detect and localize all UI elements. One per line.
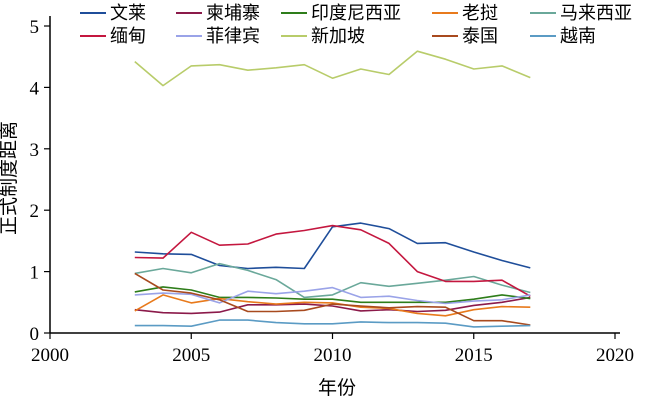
legend-label: 缅甸 (110, 26, 146, 47)
x-axis-title: 年份 (318, 377, 356, 399)
y-tick-label: 2 (30, 201, 40, 222)
x-tick-label: 2020 (596, 345, 634, 366)
series-line (134, 286, 531, 304)
y-tick-label: 5 (30, 17, 40, 38)
x-tick-label: 2000 (31, 345, 69, 366)
series-line (134, 286, 531, 305)
series-line (134, 319, 531, 328)
series-line (134, 272, 531, 326)
legend-label: 菲律宾 (206, 26, 260, 47)
x-tick-label: 2015 (455, 345, 493, 366)
legend-label: 老挝 (462, 3, 498, 24)
legend-label: 新加坡 (311, 26, 365, 47)
plot-lines (134, 50, 531, 328)
legend-label: 柬埔寨 (206, 3, 260, 24)
series-line (134, 224, 531, 297)
x-tick-label: 2010 (314, 345, 352, 366)
axes: 0 1 2 3 4 5 2000 2005 2010 2015 2020 (30, 16, 634, 366)
y-tick-label: 0 (30, 324, 40, 345)
series-line (134, 296, 531, 315)
y-tick-label: 3 (30, 140, 40, 161)
series-line (134, 294, 531, 317)
legend-label: 文莱 (110, 3, 146, 24)
legend-label: 泰国 (462, 26, 498, 47)
y-axis-title: 正式制度距离 (0, 121, 20, 235)
x-tick-label: 2005 (172, 345, 210, 366)
series-line (134, 50, 531, 87)
legend-label: 越南 (560, 26, 596, 47)
y-tick-label: 4 (30, 78, 40, 99)
legend-label: 印度尼西亚 (311, 3, 401, 24)
y-tick-label: 1 (30, 263, 40, 284)
series-line (134, 262, 531, 299)
legend-label: 马来西亚 (560, 3, 632, 24)
series-line (134, 222, 531, 270)
